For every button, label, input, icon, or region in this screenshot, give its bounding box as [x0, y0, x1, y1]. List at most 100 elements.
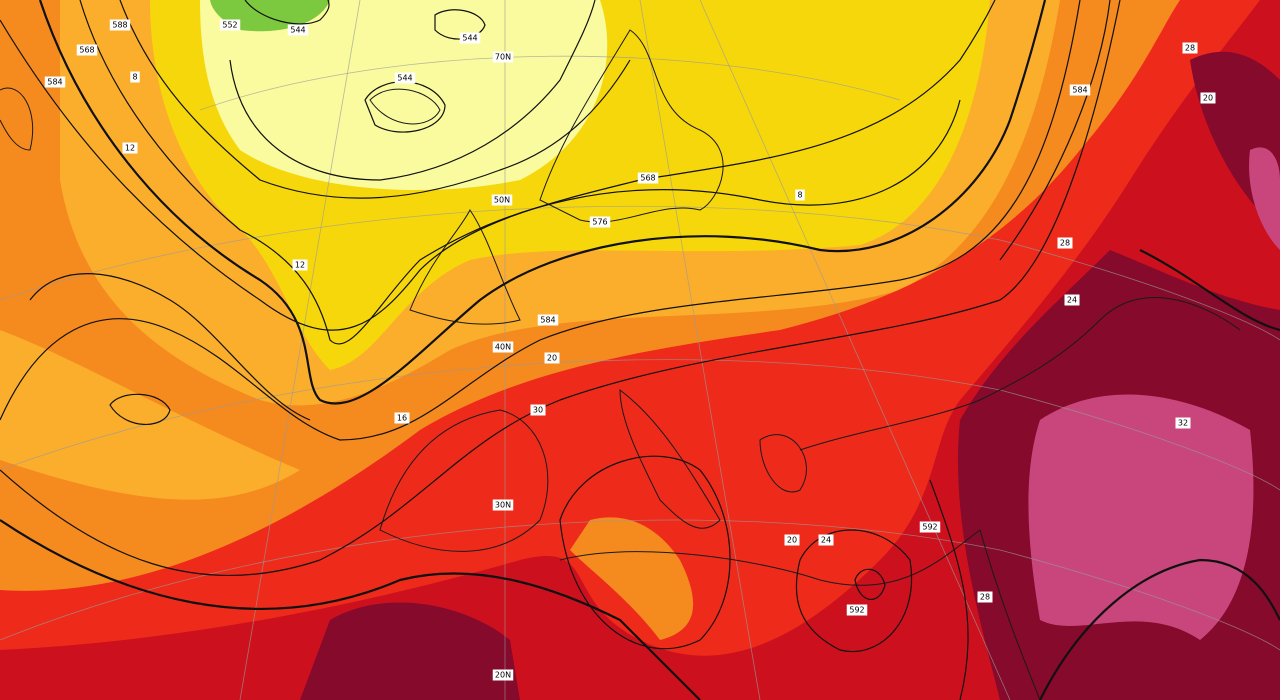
contour-line — [0, 0, 1081, 441]
contour-label: 50N — [494, 196, 510, 205]
label-box — [292, 259, 308, 271]
field-pink — [1249, 147, 1280, 250]
meridian — [639, 0, 761, 700]
contour-labels: 588 552 544 544 544 70N 568 584 8 12 8 576 568 50N 12 5… — [44, 19, 1216, 681]
label-box — [977, 591, 993, 603]
parallel — [0, 519, 1280, 651]
contour-line — [244, 0, 330, 25]
contour-label: 544 — [462, 34, 477, 43]
meridian — [699, 0, 1011, 700]
contour-line — [0, 0, 996, 331]
contour-line — [29, 273, 311, 421]
contour-line — [929, 479, 969, 700]
contour-line-bold — [38, 0, 1047, 405]
contour-line — [119, 0, 631, 199]
label-box — [1200, 92, 1216, 104]
contour-label: 30 — [533, 406, 543, 415]
contour-label: 8 — [132, 73, 137, 82]
label-box — [1057, 237, 1073, 249]
scandinavia — [539, 29, 724, 223]
field-pink — [1028, 394, 1254, 640]
label-box — [122, 142, 138, 154]
contour-label: 584 — [1072, 86, 1087, 95]
contour-label: 544 — [397, 74, 412, 83]
contour-label: 544 — [290, 26, 305, 35]
contour-label: 568 — [640, 174, 655, 183]
contour-label: 588 — [112, 21, 127, 30]
label-box — [919, 521, 941, 533]
contour-label: 24 — [1067, 296, 1077, 305]
contour-label: 584 — [47, 78, 62, 87]
contour-label: 28 — [980, 593, 990, 602]
iberia — [379, 409, 549, 552]
contour-label: 20N — [495, 671, 511, 680]
label-box — [784, 534, 800, 546]
contour-label: 592 — [849, 606, 864, 615]
label-box — [394, 412, 410, 424]
contour-label: 584 — [540, 316, 555, 325]
label-box — [492, 499, 514, 511]
field-maroon — [300, 602, 520, 700]
field-pale-yellow — [200, 0, 608, 190]
contour-label: 24 — [821, 536, 831, 545]
contour-label: 12 — [295, 261, 305, 270]
contour-line — [434, 9, 486, 40]
contour-line-bold — [1039, 558, 1280, 700]
contour-label: 28 — [1060, 239, 1070, 248]
contour-label: 16 — [397, 414, 407, 423]
contour-line — [795, 529, 913, 653]
greece — [759, 434, 807, 493]
contour-label: 20 — [547, 354, 557, 363]
contour-line-bold — [0, 519, 701, 700]
contour-line — [364, 81, 446, 133]
north-africa-coast — [559, 529, 1041, 700]
label-box — [1069, 84, 1091, 96]
contour-label: 576 — [592, 218, 607, 227]
contour-label: 20 — [787, 536, 797, 545]
label-box — [76, 44, 98, 56]
label-box — [544, 352, 560, 364]
label-box — [130, 71, 140, 83]
contour-line — [854, 568, 886, 600]
label-box — [637, 172, 659, 184]
italy — [619, 388, 721, 529]
label-box — [109, 19, 131, 31]
parallel — [0, 205, 1280, 341]
label-box — [1175, 417, 1191, 429]
label-box — [537, 314, 559, 326]
label-box — [459, 32, 481, 44]
contour-line — [999, 0, 1111, 261]
label-box — [287, 24, 309, 36]
label-box — [219, 19, 241, 31]
contour-line — [229, 0, 596, 181]
label-box — [1064, 294, 1080, 306]
coastlines — [0, 29, 1241, 700]
label-box — [491, 194, 513, 206]
field-orange-patch — [570, 517, 694, 640]
label-box — [492, 669, 514, 681]
label-box — [846, 604, 868, 616]
label-box — [1182, 42, 1198, 54]
contour-line — [559, 455, 731, 650]
iceland — [369, 88, 441, 125]
contour-label: 8 — [797, 191, 802, 200]
contour-label: 592 — [922, 523, 937, 532]
field-warm-orange — [0, 330, 300, 500]
contour-line — [0, 0, 1121, 577]
contour-label: 12 — [125, 144, 135, 153]
british-isles — [409, 209, 521, 325]
contour-label: 40N — [495, 343, 511, 352]
contour-label: 28 — [1185, 44, 1195, 53]
greenland-edge — [0, 87, 34, 151]
anatolia-coast — [799, 297, 1241, 451]
label-box — [492, 341, 514, 353]
label-box — [394, 72, 416, 84]
parallel — [199, 55, 901, 111]
meridian — [239, 0, 361, 700]
contour-label: 32 — [1178, 419, 1188, 428]
contour-line-bold — [1139, 249, 1280, 332]
